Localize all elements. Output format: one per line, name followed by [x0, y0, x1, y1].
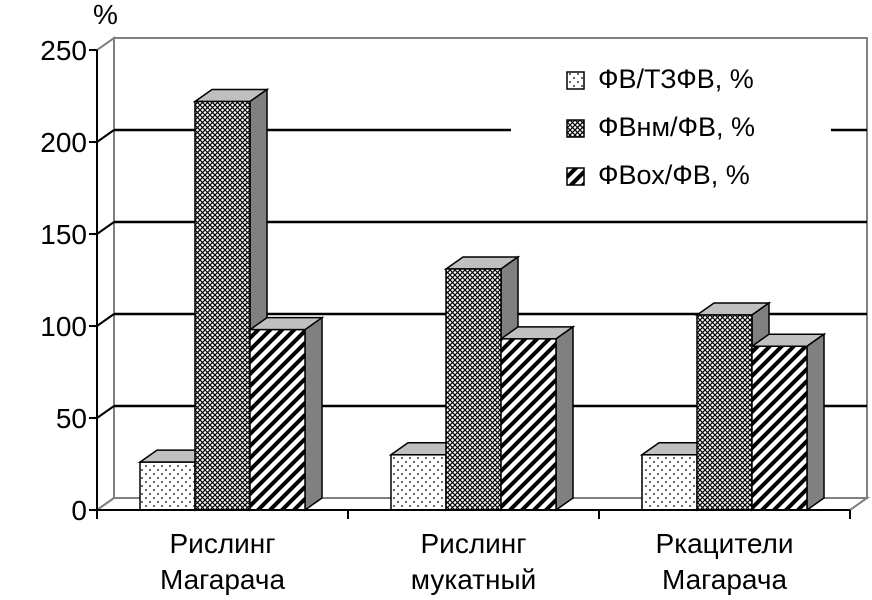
legend-swatch — [566, 119, 585, 138]
bar — [247, 316, 325, 512]
bar-front — [390, 454, 447, 511]
bar-front — [445, 268, 502, 511]
y-tick-label: 50 — [56, 403, 87, 434]
x-category-label: Ркацители — [656, 528, 794, 559]
gridline-side — [96, 129, 115, 143]
bar-front — [194, 100, 251, 511]
y-tick-label: 150 — [40, 219, 87, 250]
gridline-side — [96, 221, 115, 235]
x-category-label: Магарача — [662, 564, 787, 595]
x-category-label: Рислинг — [170, 528, 276, 559]
bar-front — [641, 454, 698, 511]
bar-side — [304, 316, 323, 512]
bar — [498, 325, 576, 512]
legend: ФВ/ТЗФВ, % ФВнм/ФВ, % ФВох/ФВ, % — [511, 62, 831, 217]
y-axis-unit-label: % — [93, 0, 118, 30]
bars — [137, 88, 827, 512]
bar-front — [249, 328, 306, 511]
legend-swatch — [566, 71, 585, 90]
bar-front — [696, 314, 753, 511]
bar-front — [139, 461, 196, 511]
bar-side — [806, 332, 825, 512]
bar-side — [555, 325, 574, 512]
y-tick-label: 0 — [71, 495, 87, 526]
bar — [192, 88, 270, 512]
bar — [749, 332, 827, 512]
legend-swatch — [566, 167, 585, 186]
legend-label: ФВнм/ФВ, % — [598, 112, 755, 142]
legend-label: ФВох/ФВ, % — [598, 160, 750, 190]
axes: 0 50 100 150 200 250 Рислинг Магарача Рислинг мук… — [40, 35, 851, 595]
y-tick-label: 100 — [40, 311, 87, 342]
gridline-side — [96, 313, 115, 327]
bar-front — [500, 338, 557, 511]
gridline-side — [96, 405, 115, 419]
y-tick-label: 250 — [40, 35, 87, 66]
x-category-label: Магарача — [160, 564, 285, 595]
x-category-label: мукатный — [411, 564, 536, 595]
legend-label: ФВ/ТЗФВ, % — [598, 64, 754, 94]
legend-box — [511, 62, 831, 217]
y-tick-label: 200 — [40, 127, 87, 158]
bar-front — [751, 345, 808, 511]
side-wall — [96, 36, 115, 512]
x-category-label: Рислинг — [421, 528, 527, 559]
